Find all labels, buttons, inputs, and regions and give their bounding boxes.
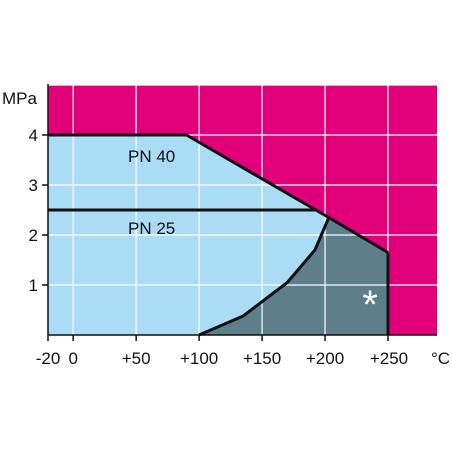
pn40-line xyxy=(48,133,330,219)
pn40-line-continuation xyxy=(328,216,389,254)
x-tick-label: +250 xyxy=(370,349,408,368)
x-tick-label: +50 xyxy=(122,349,151,368)
x-tick-label: 0 xyxy=(68,349,77,368)
restricted-boundary-line xyxy=(198,216,331,337)
series-label-pn25: PN 25 xyxy=(128,219,175,238)
x-axis-label: °C xyxy=(431,349,450,368)
x-tick-label: +200 xyxy=(306,349,344,368)
y-tick-label: 3 xyxy=(29,176,38,195)
y-tick-label: 4 xyxy=(29,126,38,145)
axes: 1 2 3 4 -20 0 +50 +100 +150 +200 +250 MPa °C xyxy=(2,84,450,368)
y-tick-label: 2 xyxy=(29,226,38,245)
x-tick-label: +150 xyxy=(243,349,281,368)
y-axis-label: MPa xyxy=(2,89,38,108)
y-tick-label: 1 xyxy=(29,276,38,295)
series-label-pn40: PN 40 xyxy=(128,147,175,166)
plot-area: PN 40 PN 25 * xyxy=(48,83,437,337)
x-tick-label: -20 xyxy=(36,349,61,368)
x-tick-label: +100 xyxy=(180,349,218,368)
restricted-region-marker: * xyxy=(362,283,378,327)
